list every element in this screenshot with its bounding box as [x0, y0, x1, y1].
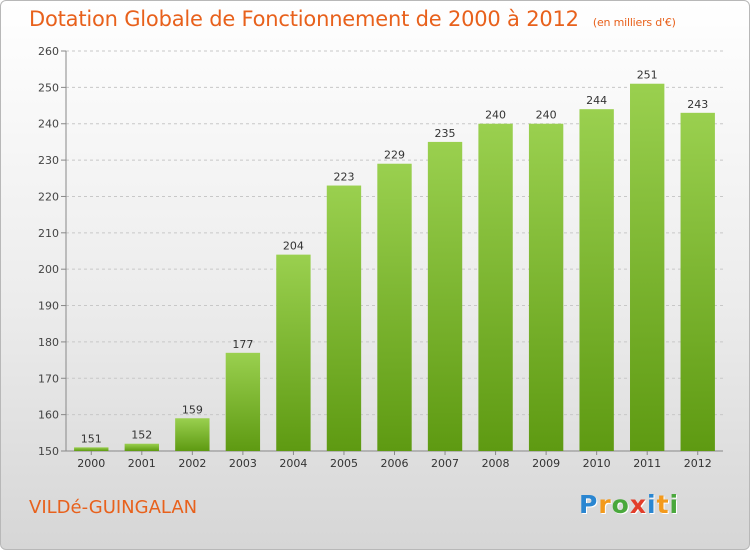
x-tick-label: 2003: [229, 457, 257, 470]
bar-2007: [427, 141, 463, 451]
logo-letter: P: [579, 490, 599, 519]
value-label: 235: [435, 127, 456, 140]
x-tick-label: 2006: [381, 457, 409, 470]
value-label: 177: [232, 338, 253, 351]
y-tick-label: 220: [38, 190, 59, 203]
y-tick-label: 180: [38, 336, 59, 349]
y-tick-label: 210: [38, 227, 59, 240]
bar-2006: [377, 163, 412, 451]
proxiti-logo: Proxiti: [579, 490, 679, 519]
x-tick-label: 2011: [633, 457, 661, 470]
value-label: 243: [687, 98, 708, 111]
bar-2000: [74, 447, 109, 451]
bar-2011: [630, 83, 665, 452]
value-label: 151: [81, 432, 102, 445]
chart-subtitle: (en milliers d'€): [592, 16, 676, 29]
x-tick-label: 2002: [178, 457, 206, 470]
bar-2010: [579, 109, 614, 451]
value-label: 204: [283, 240, 304, 253]
title-text: Dotation Globale de Fonctionnement de 20…: [29, 7, 579, 31]
bar-2001: [124, 443, 159, 451]
x-tick-label: 2004: [279, 457, 307, 470]
bar-2012: [680, 112, 715, 452]
x-tick-label: 2001: [128, 457, 156, 470]
value-label: 240: [536, 109, 557, 122]
y-tick-label: 170: [38, 372, 59, 385]
bars: [74, 83, 715, 452]
chart-title: Dotation Globale de Fonctionnement de 20…: [29, 7, 676, 31]
x-tick-label: 2010: [583, 457, 611, 470]
bar-2003: [225, 352, 261, 451]
x-tick-label: 2012: [684, 457, 712, 470]
logo-letter: t: [656, 490, 670, 519]
axes: 150 160 170 180 190 200 210 220 230 240 250 260 2000…: [38, 45, 723, 470]
y-tick-label: 250: [38, 81, 59, 94]
value-label: 223: [333, 171, 354, 184]
logo-letter: x: [629, 490, 647, 519]
value-label: 251: [637, 69, 658, 82]
value-label: 152: [131, 429, 152, 442]
bar-2008: [478, 123, 513, 452]
logo-letter: i: [669, 490, 680, 519]
commune-name: VILDé-GUINGALAN: [29, 497, 198, 518]
x-tick-label: 2000: [77, 457, 105, 470]
value-label: 244: [586, 94, 607, 107]
bar-2002: [175, 418, 210, 451]
y-tick-label: 230: [38, 154, 59, 167]
logo-letter: i: [647, 490, 657, 519]
value-label: 159: [182, 403, 203, 416]
x-tick-label: 2009: [532, 457, 560, 470]
y-tick-label: 240: [38, 118, 59, 131]
y-tick-label: 200: [38, 263, 59, 276]
value-label: 229: [384, 149, 405, 162]
y-tick-label: 150: [38, 445, 59, 458]
x-tick-label: 2008: [482, 457, 510, 470]
bar-2009: [528, 123, 564, 452]
value-label: 240: [485, 109, 506, 122]
bar-2005: [326, 185, 362, 451]
value-labels: 151 152 159 177 204 223 229 235 240 240 244 251 243: [81, 69, 708, 446]
logo-letter: r: [598, 490, 612, 519]
x-tick-label: 2005: [330, 457, 358, 470]
bar-2004: [276, 254, 311, 451]
y-tick-label: 160: [38, 409, 59, 422]
x-tick-label: 2007: [431, 457, 459, 470]
y-tick-label: 190: [38, 300, 59, 313]
y-tick-label: 260: [38, 45, 59, 58]
logo-letter: o: [611, 490, 630, 519]
